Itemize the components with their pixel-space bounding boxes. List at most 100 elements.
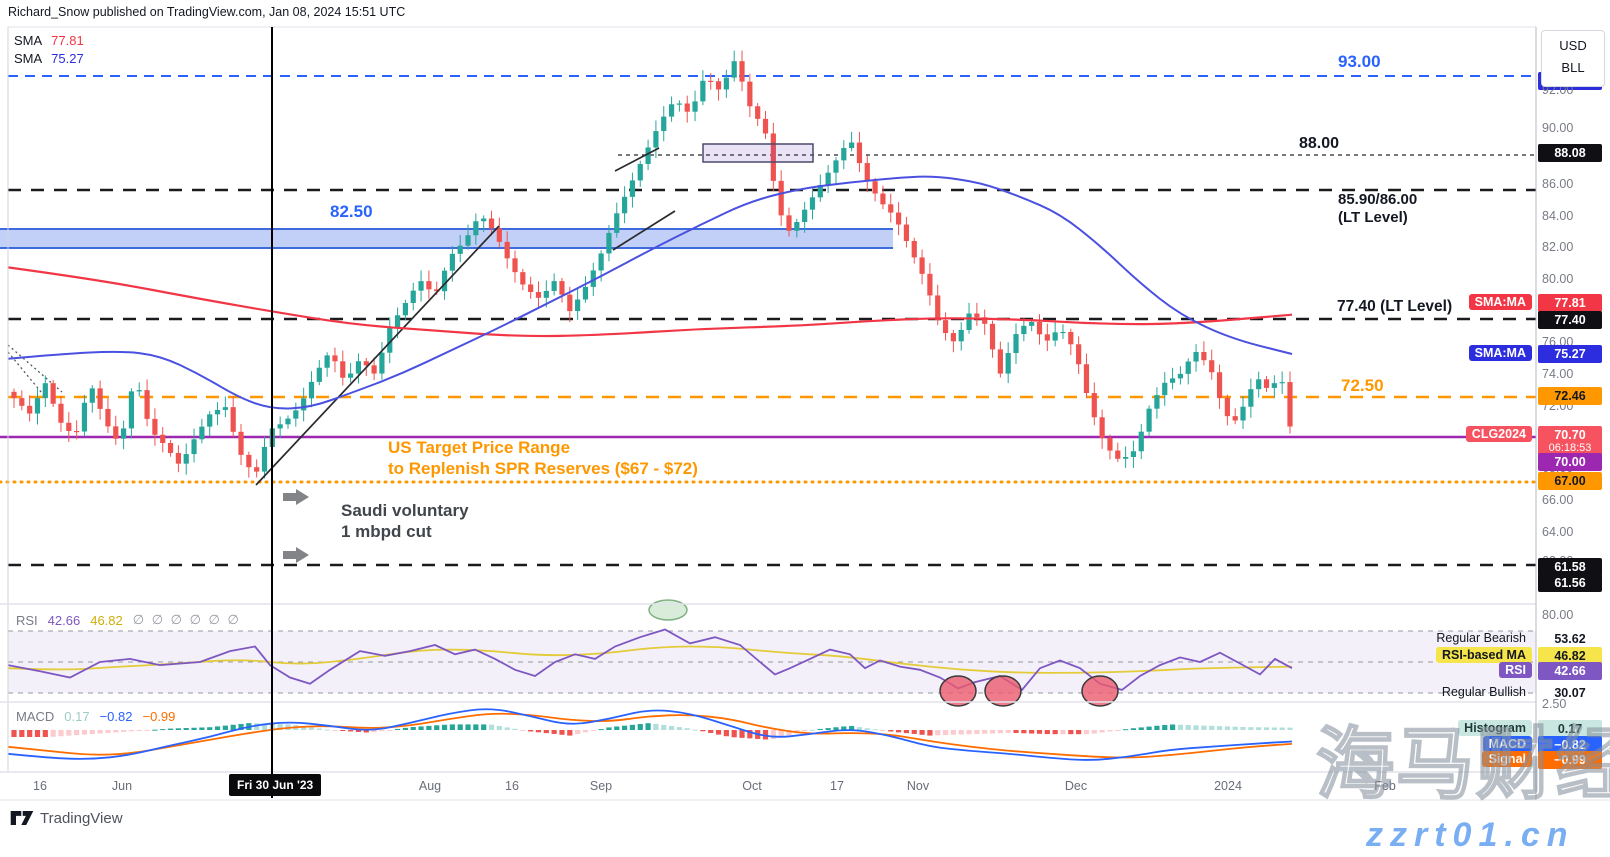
macd-histogram-bar [105, 730, 111, 733]
candle [394, 315, 401, 329]
candle [1076, 344, 1082, 365]
macd-histogram-bar [34, 730, 41, 737]
rsi-line [7, 628, 1293, 692]
candle [387, 328, 393, 353]
price-value-badge: 77.40 [1538, 311, 1602, 329]
macd-histogram-bar [1287, 727, 1293, 730]
price-value-badge: 88.08 [1538, 144, 1602, 162]
rsi-green-circle [648, 599, 688, 621]
macd-histogram-bar [254, 723, 260, 730]
candle [1068, 331, 1074, 345]
macd-histogram-bar [11, 730, 17, 737]
x-axis-tick[interactable]: Aug [418, 779, 442, 793]
candle [919, 257, 925, 274]
macd-histogram-bar [997, 730, 1003, 734]
macd-histogram-bar [496, 726, 502, 730]
candle [778, 180, 784, 216]
unit-currency[interactable]: USD [1559, 38, 1587, 53]
candle [308, 381, 315, 399]
macd-histogram-bar [911, 730, 917, 734]
consolidation-box [702, 143, 814, 163]
candle [825, 172, 831, 186]
macd-histogram-bar [731, 730, 737, 738]
level-label-8590-line2: (LT Level) [1338, 209, 1408, 226]
macd-histogram-bar [379, 730, 385, 732]
x-axis-tick[interactable]: Jun [111, 779, 133, 793]
candle [332, 355, 338, 362]
candle [1169, 378, 1176, 383]
macd-histogram-bar [692, 729, 698, 731]
price-value-badge: −0.82 [1538, 736, 1602, 754]
rsi-value: 42.66 [47, 612, 81, 628]
macd-histogram-bar [1091, 730, 1097, 734]
gray-arrow [283, 547, 309, 563]
macd-histogram-bar [199, 727, 205, 730]
macd-pane-header[interactable]: MACD 0.17 −0.82 −0.99 [16, 709, 175, 724]
x-axis-tick[interactable]: Feb [1374, 779, 1396, 793]
candle [301, 398, 307, 411]
countdown-timer: 06:18:53 [1548, 442, 1592, 454]
macd-histogram-bar [895, 730, 902, 733]
candle [254, 467, 260, 472]
level-label-9300: 93.00 [1338, 52, 1381, 71]
y-axis-tick: 66.00 [1542, 493, 1574, 507]
macd-histogram-bar [606, 727, 612, 730]
macd-histogram-bar [653, 723, 659, 730]
unit-selector[interactable]: USD BLL [1541, 30, 1605, 87]
candle [97, 388, 103, 409]
price-value-badge: 46.82 [1538, 647, 1602, 665]
sma-slow-value: 77.81 [51, 33, 84, 48]
sma-fast-legend-row[interactable]: SMA 75.27 [14, 51, 84, 69]
candle [238, 431, 244, 455]
rsi-pane-header[interactable]: RSI 42.66 46.82 ∅ ∅ ∅ ∅ ∅ ∅ [16, 612, 241, 628]
candle [770, 133, 776, 181]
candle [19, 398, 25, 406]
unit-bll[interactable]: BLL [1561, 60, 1585, 75]
candle [567, 294, 573, 312]
macd-histogram-bar [1123, 729, 1129, 731]
candle [551, 281, 557, 291]
candle [355, 361, 362, 374]
x-axis-tick[interactable]: Sep [589, 779, 613, 793]
candle [1177, 373, 1184, 379]
indicator-legend[interactable]: SMA 77.81 SMA 75.27 [14, 33, 84, 69]
candle [1256, 379, 1262, 390]
trend-line [614, 147, 660, 172]
x-axis-tick[interactable]: 16 [33, 779, 47, 793]
macd-histogram-bar [974, 730, 980, 734]
candle [739, 61, 745, 82]
candle [34, 398, 41, 414]
candle [58, 403, 64, 423]
candle [481, 218, 487, 222]
macd-histogram-bar [825, 728, 831, 730]
candle [794, 222, 800, 231]
sma-slow-line [7, 266, 1293, 338]
price-value-badge: 75.27 [1538, 345, 1602, 363]
macd-histogram-bar [520, 730, 526, 731]
x-axis-tick[interactable]: Oct [742, 779, 762, 793]
price-value-badge: 42.66 [1538, 662, 1602, 680]
candle [528, 284, 534, 293]
x-axis-tick[interactable]: 16 [505, 779, 519, 793]
watermark-chinese: 海马财经 [1315, 719, 1610, 809]
macd-histogram-bar [1115, 730, 1121, 731]
macd-histogram-bar [144, 730, 150, 731]
macd-histogram-bar [723, 730, 729, 737]
x-axis-tick[interactable]: 2024 [1214, 779, 1242, 793]
candle [207, 414, 213, 427]
candle [762, 118, 769, 134]
macd-histogram-bar [590, 730, 596, 731]
x-axis-tick[interactable]: Nov [906, 779, 930, 793]
candle [1193, 351, 1199, 362]
x-axis-tick[interactable]: 17 [830, 779, 844, 793]
macd-histogram-bar [222, 725, 228, 730]
sma-slow-legend-row[interactable]: SMA 77.81 [14, 33, 84, 51]
indicator-name-badge: Regular Bearish [1436, 631, 1526, 645]
candle [872, 181, 878, 194]
x-axis-tick[interactable]: Dec [1064, 779, 1088, 793]
macd-histogram-bar [1256, 727, 1262, 730]
candle [512, 258, 518, 273]
macd-histogram-bar [1068, 730, 1074, 735]
tradingview-brand[interactable]: TradingView [10, 808, 123, 828]
